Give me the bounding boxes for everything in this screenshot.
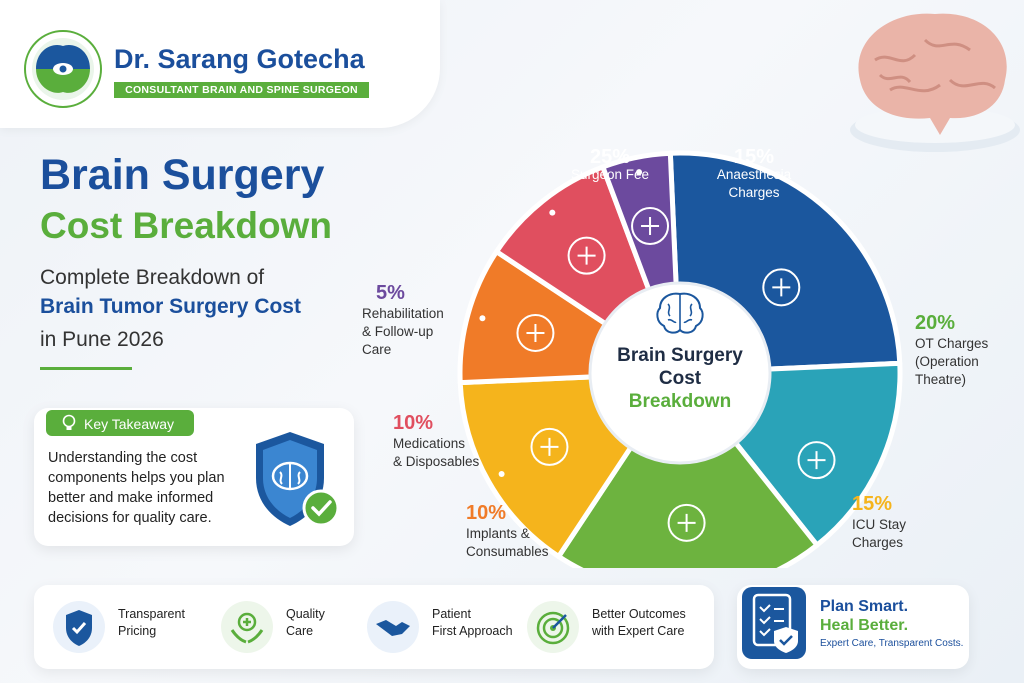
icu-text-line1: ICU Stay [852,517,907,532]
lightbulb-icon [62,414,76,430]
implants-text-line1: Implants & [466,526,530,541]
feature-line1: Quality [286,607,325,621]
shield-brain-icon [256,432,340,527]
plan-line2: Heal Better. [820,617,909,634]
subtitle-line2: Brain Tumor Surgery Cost [40,295,301,318]
ot-text-line3: Theatre) [915,372,967,387]
leader-dot [479,315,486,322]
rehab-icon [631,207,670,246]
feature-label: Transparent Pricing [118,606,208,640]
pie-slice-ot-charges-operation-theatre [556,370,820,568]
center-label-line1: Brain Surgery [617,345,743,366]
doctor-title: CONSULTANT BRAIN AND SPINE SURGEON [114,82,369,98]
implant-screw-icon [516,313,555,352]
cost-pie-chart [457,150,903,568]
page-title-line2: Cost Breakdown [40,205,332,246]
icu-label: 15% ICU Stay Charges [852,493,932,552]
ot-text-line1: OT Charges [915,336,989,351]
implants-label: 10% Implants & Consumables [466,502,586,561]
surgeon-fee-text: Surgeon Fee [570,167,650,182]
features-row: Transparent Pricing Quality Care Patient… [52,600,712,656]
surgeon-fee-label: 25% Surgeon Fee [550,146,670,184]
medications-text-line2: & Disposables [393,454,480,469]
handshake-icon [367,601,419,653]
feature-label: Patient First Approach [432,606,542,640]
rehab-text-line1: Rehabilitation [362,306,444,321]
key-takeaway-label: Key Takeaway [84,416,175,432]
operating-table-icon [667,503,706,542]
page-title: Brain Surgery [40,151,325,199]
anaesthesia-text-line2: Charges [728,185,780,200]
feature-item: Quality Care [220,600,325,659]
leader-dot [498,471,505,478]
pie-center-hole [588,281,772,465]
rehab-pct: 5% [376,282,405,304]
plan-line3: Expert Care, Transparent Costs. [820,638,964,649]
feature-line1: Better Outcomes [592,607,686,621]
feature-item: Patient First Approach [366,600,513,659]
shield-check-icon [53,601,105,653]
medications-pct: 10% [393,412,434,434]
rehab-text-line2: & Follow-up [362,324,434,339]
leader-dot [549,209,556,216]
leader-dot [636,169,643,176]
subtitle-line3: in Pune 2026 [40,328,164,351]
feature-line2: Pricing [118,624,157,638]
rehab-label: 5% Rehabilitation & Follow-up Care [362,282,472,359]
title-divider [40,367,132,370]
doctor-name: Dr. Sarang Gotecha [114,44,365,74]
feature-label: Better Outcomes with Expert Care [592,606,712,640]
icu-bed-icon [530,427,569,466]
ot-text-line2: (Operation [915,354,979,369]
implants-text-line2: Consumables [466,544,549,559]
implants-pct: 10% [466,502,507,524]
anaesthesia-text-line1: Anaesthesia [716,167,792,182]
key-takeaway-badge [46,410,194,436]
anaesthesia-icon [797,441,836,480]
medication-icon [567,236,606,275]
center-label-line3: Breakdown [628,391,732,412]
feature-item: Better Outcomes with Expert Care [526,600,686,659]
feature-line2: Care [286,624,314,638]
feature-line1: Transparent [118,607,185,621]
brain-logo-icon [24,30,102,108]
key-takeaway-text: Understanding the cost components helps … [48,450,225,526]
brain-illustration [850,13,1020,152]
clipboard-shield-icon [742,587,806,659]
subtitle-line1: Complete Breakdown of [40,266,265,289]
medications-label: 10% Medications & Disposables [393,412,513,471]
feature-item: Transparent Pricing [52,600,185,659]
icu-text-line2: Charges [852,535,904,550]
feature-line2: First Approach [432,624,513,638]
anaesthesia-pct: 15% [733,146,775,168]
ot-label: 20% OT Charges (Operation Theatre) [915,312,1015,389]
feature-label: Quality Care [286,606,376,640]
hands-care-icon [221,601,273,653]
feature-line2: with Expert Care [592,624,685,638]
surgeon-icon [762,268,801,307]
rehab-text-line3: Care [362,342,392,357]
center-label-line2: Cost [658,368,702,389]
anaesthesia-label: 15% Anaesthesia Charges [694,146,814,202]
medications-text-line1: Medications [393,436,466,451]
brain-icon [656,292,704,334]
surgeon-fee-pct: 25% [589,146,631,168]
feature-line1: Patient [432,607,471,621]
icu-pct: 15% [852,493,893,515]
ot-pct: 20% [915,312,956,334]
target-icon [527,601,579,653]
plan-line1: Plan Smart. [820,598,909,615]
